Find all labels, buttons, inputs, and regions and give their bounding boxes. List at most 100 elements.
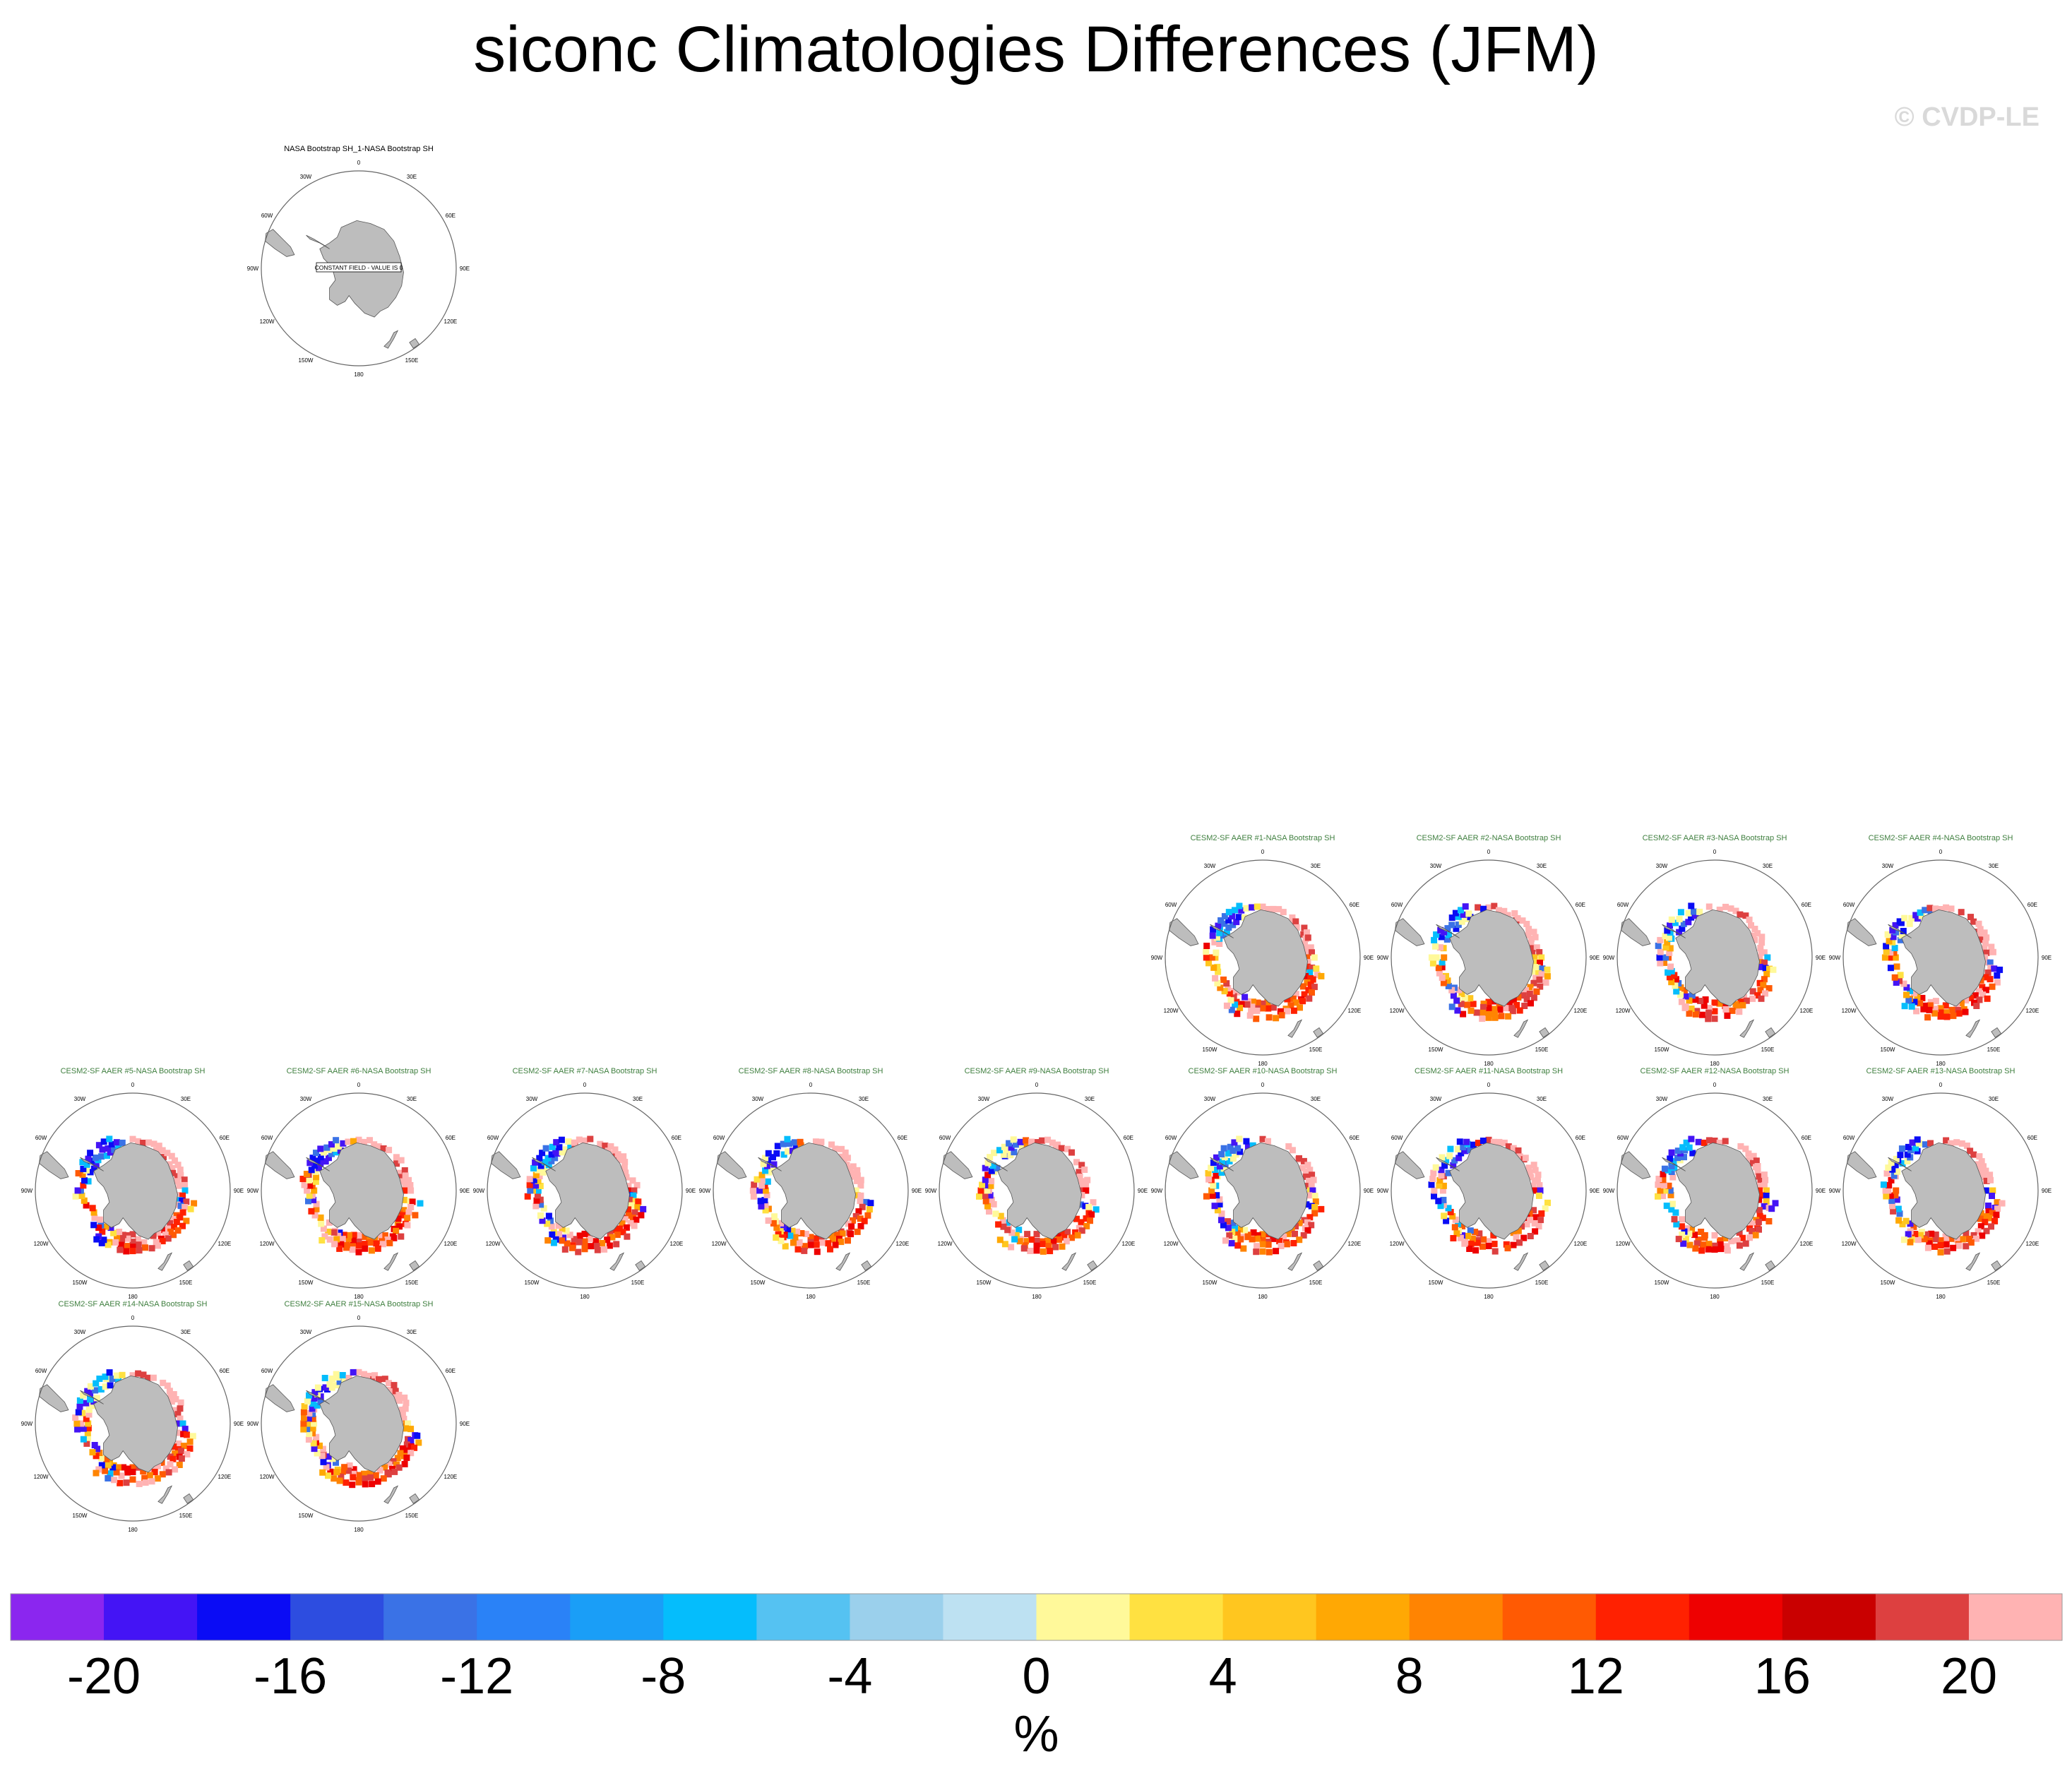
ice-cell xyxy=(102,1373,109,1381)
ice-cell xyxy=(1504,1245,1511,1252)
ice-cell xyxy=(1749,1227,1756,1234)
ice-cell xyxy=(1686,1010,1693,1017)
ice-cell xyxy=(360,1138,367,1145)
ice-cell xyxy=(1685,919,1692,926)
island-land xyxy=(1991,1027,2002,1038)
new-zealand-land xyxy=(1739,1019,1755,1038)
ice-cell xyxy=(1958,1000,1965,1007)
lon-tick-label: 150E xyxy=(405,357,419,364)
ice-cell xyxy=(154,1242,161,1249)
ice-cell xyxy=(136,1247,143,1254)
ice-cell xyxy=(1214,979,1221,986)
ice-cell xyxy=(1000,1151,1007,1158)
ice-cell xyxy=(129,1372,136,1379)
ice-cell xyxy=(85,1411,93,1418)
ice-cell xyxy=(119,1237,126,1244)
ice-cell xyxy=(1068,1234,1075,1241)
ice-cell xyxy=(1439,1187,1446,1194)
lon-tick-label: 120W xyxy=(1616,1241,1631,1247)
ice-cell xyxy=(80,1182,87,1189)
ice-cell xyxy=(1429,960,1436,967)
ice-cell xyxy=(1928,1230,1935,1237)
ice-cell xyxy=(1523,996,1530,1003)
ice-cell xyxy=(90,1398,97,1405)
lon-tick-label: 120E xyxy=(1574,1008,1588,1014)
ice-cell xyxy=(371,1372,379,1379)
ice-cell xyxy=(1302,972,1309,979)
ice-cell xyxy=(1994,972,2001,979)
ice-cell xyxy=(1996,966,2003,973)
ice-cell xyxy=(1278,1012,1285,1019)
lon-tick-label: 60W xyxy=(35,1368,47,1374)
lon-tick-label: 180 xyxy=(1936,1061,1946,1067)
ice-cell xyxy=(1208,954,1215,961)
ice-cell xyxy=(1318,972,1325,979)
ice-cell xyxy=(842,1149,849,1156)
ice-cell xyxy=(154,1475,161,1482)
lon-tick-label: 60E xyxy=(1576,902,1585,908)
ice-cell xyxy=(1931,1006,1939,1013)
panel-title: CESM2-SF AAER #14-NASA Bootstrap SH xyxy=(59,1300,208,1308)
ice-cell xyxy=(786,1140,793,1147)
ice-cell xyxy=(807,1234,814,1241)
ice-cell xyxy=(1217,917,1225,924)
peninsula-land xyxy=(1888,1157,1912,1171)
ice-cell xyxy=(1662,1187,1669,1194)
ice-cell xyxy=(1210,1182,1217,1189)
ice-cell xyxy=(616,1157,623,1163)
ice-cell xyxy=(98,1239,105,1246)
lon-tick-label: 120W xyxy=(260,318,275,325)
ice-cell xyxy=(1215,968,1222,975)
ice-cell xyxy=(1496,907,1502,914)
colorbar-swatch xyxy=(11,1594,105,1640)
ice-cell xyxy=(1950,1013,1957,1020)
ice-cell xyxy=(1304,1227,1311,1234)
ice-cell xyxy=(1522,1155,1529,1162)
lon-tick-label: 120W xyxy=(260,1474,275,1480)
ice-cell xyxy=(847,1169,855,1176)
ice-cell xyxy=(581,1246,588,1253)
ice-cell xyxy=(124,1469,131,1476)
ice-cell xyxy=(847,1231,855,1238)
ice-cell xyxy=(1914,1136,1921,1143)
ice-cell xyxy=(853,1177,860,1184)
ice-cell xyxy=(1890,934,1897,941)
ice-cell xyxy=(93,1236,100,1243)
ice-cell xyxy=(114,1372,120,1379)
island-land xyxy=(1313,1027,1324,1038)
ice-cell xyxy=(1084,1176,1091,1183)
ice-cell xyxy=(1667,1191,1674,1198)
ice-cell xyxy=(1908,1003,1915,1010)
ice-cell xyxy=(1292,999,1299,1006)
lon-tick-label: 30W xyxy=(1656,863,1668,869)
ice-cell xyxy=(322,1158,329,1165)
ice-cell xyxy=(403,1441,410,1448)
ice-cell xyxy=(165,1235,172,1242)
ice-cell xyxy=(1656,954,1663,961)
ice-cell xyxy=(191,1200,198,1207)
ice-cell xyxy=(178,1455,185,1462)
colorbar-tick-label: -4 xyxy=(827,1648,872,1705)
ice-cell xyxy=(1020,1245,1028,1252)
ice-cell xyxy=(1676,929,1683,936)
ice-cell xyxy=(164,1150,171,1157)
island-land xyxy=(1765,1027,1776,1038)
ice-cell xyxy=(343,1479,350,1486)
ice-cell xyxy=(104,1152,110,1159)
ice-cell xyxy=(758,1203,765,1210)
ice-cell xyxy=(1679,1232,1686,1238)
ice-cell xyxy=(1304,954,1311,961)
ice-cell xyxy=(1253,1015,1260,1022)
ice-cell xyxy=(170,1232,177,1239)
ice-cell xyxy=(977,1187,984,1194)
colorbar-tick-label: -16 xyxy=(254,1648,327,1705)
ice-cell xyxy=(1528,941,1535,948)
ice-cell xyxy=(1942,1002,1949,1009)
ice-cell xyxy=(1011,1236,1018,1243)
ice-cell xyxy=(1530,1162,1537,1169)
ice-cell xyxy=(1666,949,1673,956)
ice-cell xyxy=(838,1153,845,1160)
constant-field-label: CONSTANT FIELD - VALUE IS 0 xyxy=(315,264,403,271)
ice-cell xyxy=(179,1192,186,1199)
lon-tick-label: 30W xyxy=(1656,1096,1668,1102)
